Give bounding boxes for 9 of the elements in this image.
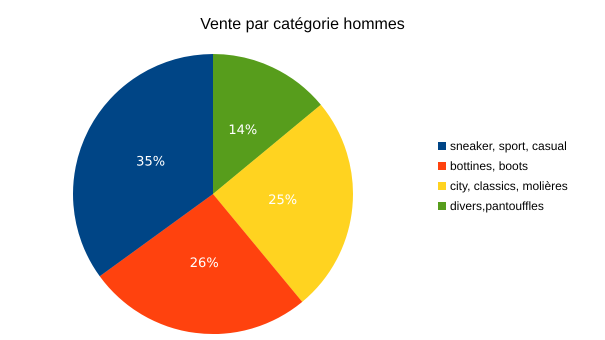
legend-label: divers,pantouffles xyxy=(450,199,544,213)
data-label: 25% xyxy=(268,192,298,208)
data-label: 14% xyxy=(228,123,258,138)
legend-label: city, classics, molières xyxy=(450,179,568,193)
data-label: 26% xyxy=(190,256,219,271)
chart-title: Vente par catégorie hommes xyxy=(199,16,406,34)
legend-label: sneaker, sport, casual xyxy=(450,139,567,153)
data-label: 35% xyxy=(136,154,166,170)
legend-label: bottines, boots xyxy=(450,159,528,173)
